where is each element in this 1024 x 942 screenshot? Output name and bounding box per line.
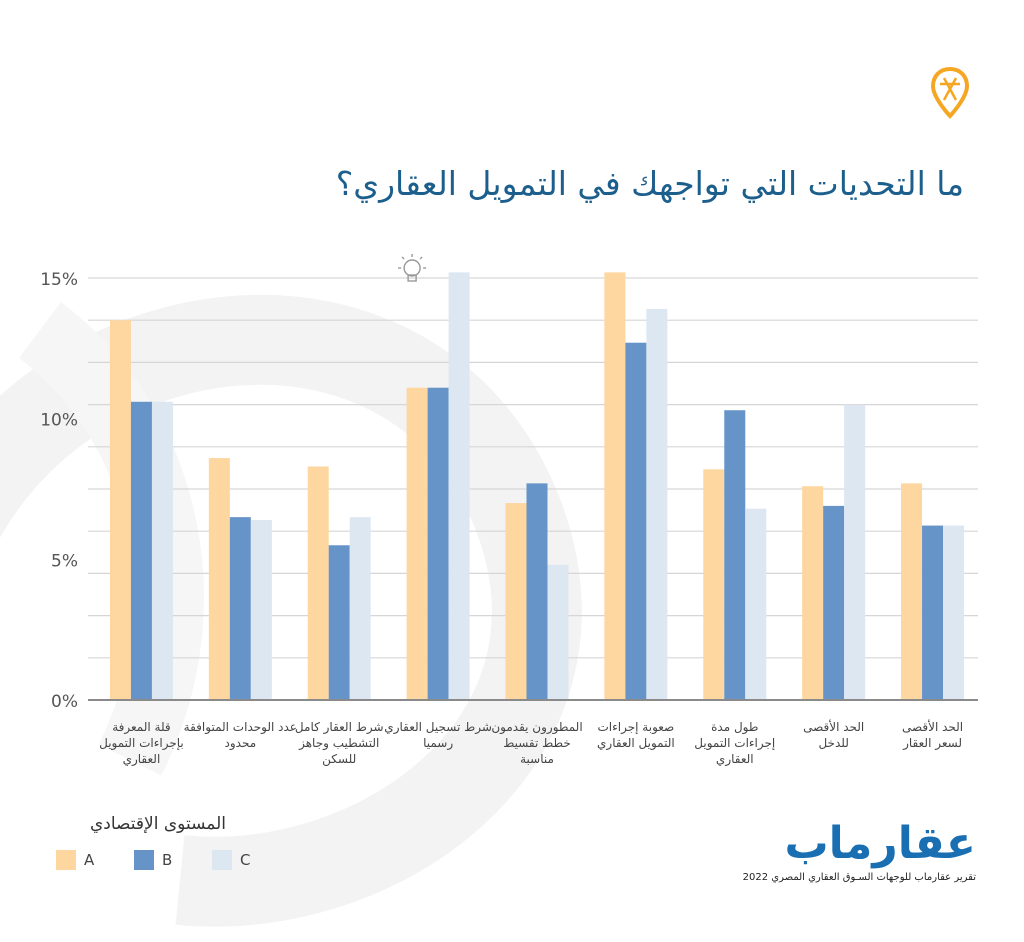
category-label: رسميا [423, 736, 453, 751]
category-label: للدخل [818, 736, 848, 750]
brand-logo: عقارماب [784, 818, 976, 869]
y-tick-label: 0% [51, 692, 78, 712]
category-label: خطط تقسيط [503, 736, 571, 750]
bar-b [526, 483, 548, 700]
bar-c [250, 519, 272, 700]
legend-label-a: A [84, 851, 95, 869]
bar-b [922, 525, 944, 700]
category-label: المطورون يقدمون [491, 720, 582, 735]
category-label: عدد الوحدات المتوافقة [184, 720, 297, 735]
category-label: الحد الأقصى [902, 719, 963, 734]
legend-item-a: A [56, 850, 134, 870]
category-label: الحد الأقصى [803, 719, 864, 734]
bar-c [448, 272, 470, 700]
y-tick-label: 5% [51, 551, 78, 571]
bar-b [427, 387, 449, 700]
axes: 0% 5% 10% 15% [40, 270, 978, 712]
bar-b [229, 517, 251, 700]
legend-label-b: B [162, 851, 173, 869]
category-label: مناسبة [520, 752, 554, 766]
legend: المستوى الإقتصادي A B C [56, 814, 296, 870]
category-label: شرط العقار كامل [295, 720, 384, 735]
bar-b [724, 410, 746, 700]
category-label: إجراءات التمويل [694, 736, 775, 751]
category-label: محدود [225, 736, 257, 751]
legend-item-c: C [212, 850, 290, 870]
category-label: للسكن [322, 752, 356, 767]
lightbulb-icon [398, 254, 427, 282]
page-title: ما التحديات التي تواجهك في التمويل العقا… [335, 164, 964, 203]
bar-a [109, 320, 131, 700]
legend-item-b: B [134, 850, 212, 870]
category-label: العقاري [716, 752, 754, 767]
bar-a [703, 469, 725, 700]
bar-a [505, 503, 527, 700]
legend-label-c: C [240, 851, 251, 869]
bar-b [625, 342, 647, 700]
bar-c [745, 508, 767, 700]
brand-block: عقارماب تقرير عقارماب للوجهات السـوق الع… [743, 818, 976, 883]
legend-swatch-b [134, 850, 154, 870]
bar-c [844, 404, 866, 700]
legend-swatch-c [212, 850, 232, 870]
category-label: طول مدة [711, 720, 758, 735]
bar-a [901, 483, 923, 700]
bar-b [823, 505, 845, 700]
category-label: بإجراءات التمويل [99, 736, 184, 751]
bar-b [130, 401, 152, 700]
y-tick-label: 10% [40, 411, 78, 431]
category-label: صعوبة إجراءات [598, 720, 675, 735]
category-label: العقاري [123, 752, 161, 767]
bar-a [604, 272, 626, 700]
category-label: قلة المعرفة [112, 720, 170, 735]
brand-tagline: تقرير عقارماب للوجهات السـوق العقاري الم… [742, 872, 976, 883]
bar-b [328, 545, 350, 700]
bar-a [802, 486, 824, 700]
bar-c [349, 517, 371, 700]
bar-a [208, 458, 230, 700]
legend-items: A B C [56, 850, 296, 870]
map-pin-icon [930, 66, 970, 119]
legend-swatch-a [56, 850, 76, 870]
bar-c [151, 401, 173, 700]
bar-c [646, 308, 668, 700]
category-label: شرط تسجيل العقاري [384, 720, 492, 735]
bar-a [307, 466, 329, 700]
category-label: لسعر العقار [902, 736, 962, 751]
category-label: التشطيب وجاهز [298, 736, 379, 751]
bar-a [406, 387, 428, 700]
y-tick-label: 15% [40, 270, 78, 290]
bars [109, 254, 965, 700]
legend-title: المستوى الإقتصادي [90, 814, 226, 834]
bar-c [547, 564, 569, 700]
category-label: التمويل العقاري [597, 736, 675, 751]
bar-c [943, 525, 965, 700]
